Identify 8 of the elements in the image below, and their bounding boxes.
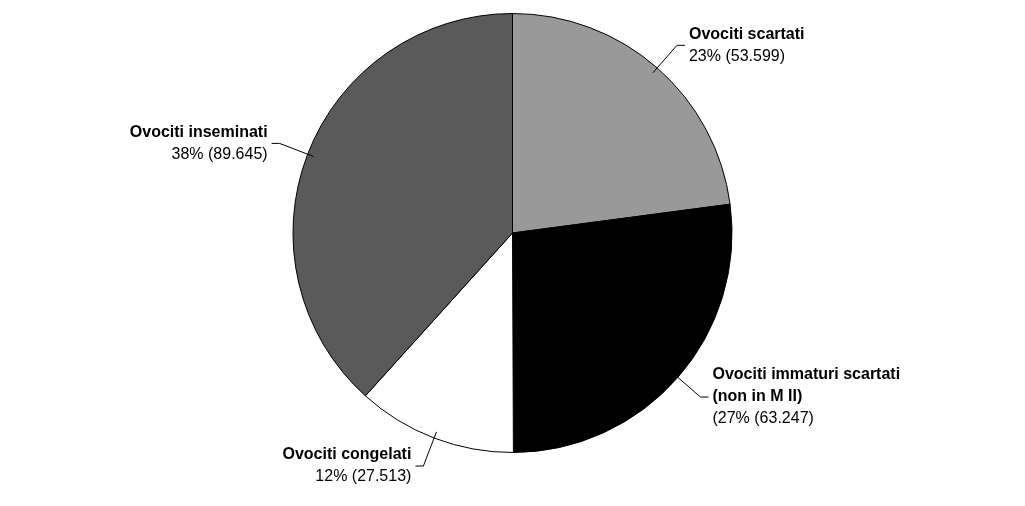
slice-label: Ovociti inseminati xyxy=(129,122,268,140)
slice-label: Ovociti immaturi scartati (non in M II) xyxy=(712,365,901,405)
slice-label: Ovociti congelati xyxy=(282,445,412,463)
data-label: (27% (63.247) xyxy=(712,409,814,427)
data-label: 38% (89.645) xyxy=(171,144,268,162)
data-label: 23% (53.599) xyxy=(688,46,785,64)
data-label: 12% (27.513) xyxy=(315,467,412,485)
slice-label: Ovociti scartati xyxy=(688,24,805,42)
